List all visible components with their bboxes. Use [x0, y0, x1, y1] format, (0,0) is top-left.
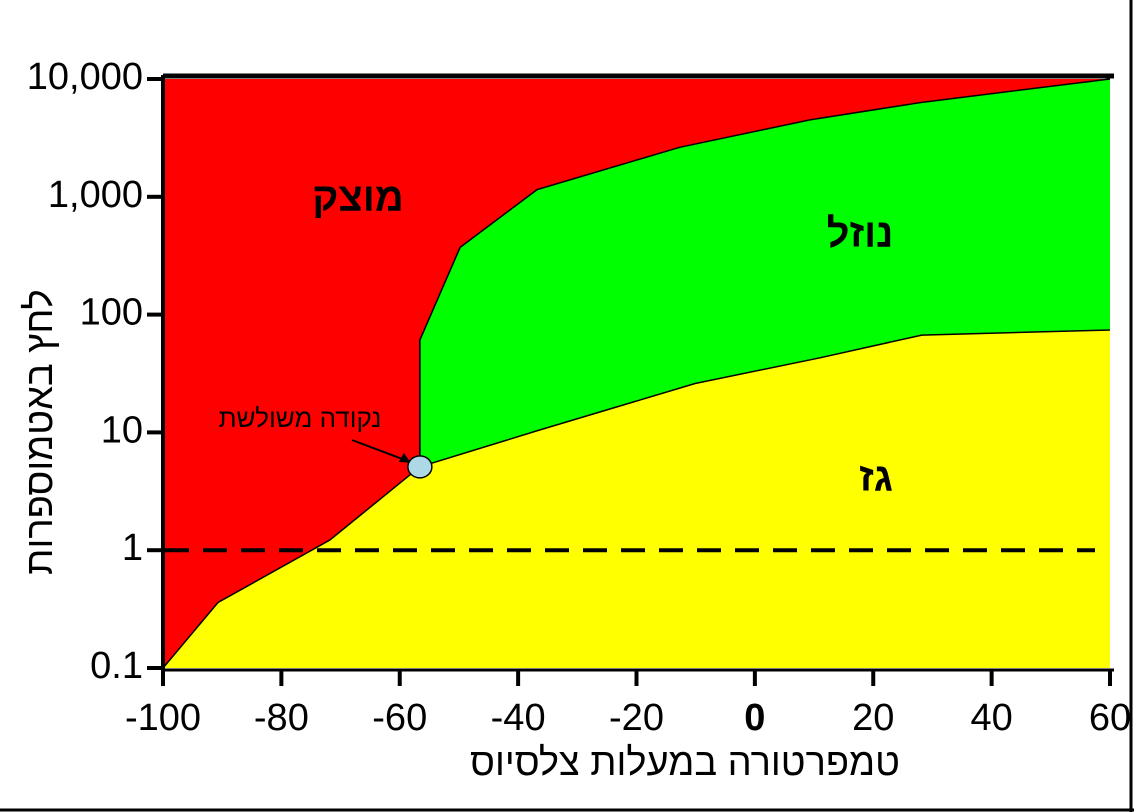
y-tick-label: 1 — [122, 527, 143, 569]
x-axis-title: טמפרטורה במעלות צלסיוס — [470, 742, 900, 784]
x-tick-label: 60 — [1089, 697, 1131, 739]
annotation-label: נקודה משולשת — [219, 403, 382, 433]
x-tick-label: 20 — [852, 697, 894, 739]
region-label: גז — [859, 456, 893, 500]
regions — [163, 79, 1110, 668]
annotation-arrowhead — [398, 452, 411, 463]
region-fill — [163, 330, 1110, 668]
plot-marks — [162, 78, 1111, 669]
x-tick-label: 0 — [744, 697, 765, 739]
x-tick-label: 40 — [970, 697, 1012, 739]
phase-boundary — [162, 466, 421, 669]
annotation-arrow — [351, 439, 411, 463]
region-label: מוצק — [312, 176, 404, 220]
y-tick-label: 1,000 — [48, 174, 143, 216]
region-label: נוזל — [827, 212, 894, 256]
y-tick-label: 10 — [101, 409, 143, 451]
x-tick-label: -100 — [125, 697, 201, 739]
x-tick-label: -80 — [254, 697, 309, 739]
x-tick-label: -40 — [491, 697, 546, 739]
phase-boundary — [419, 329, 1111, 468]
y-tick-label: 10,000 — [27, 56, 143, 98]
y-tick-label: 100 — [80, 292, 143, 334]
phase-boundary — [419, 78, 1111, 467]
region-fill — [163, 79, 1110, 668]
triple-point — [407, 455, 433, 479]
y-axis-title: לחץ באטמוספרות — [19, 289, 61, 575]
y-tick-label: 0.1 — [90, 645, 143, 687]
x-tick-label: -20 — [609, 697, 664, 739]
region-fill — [419, 79, 1110, 467]
x-tick-label: -60 — [372, 697, 427, 739]
